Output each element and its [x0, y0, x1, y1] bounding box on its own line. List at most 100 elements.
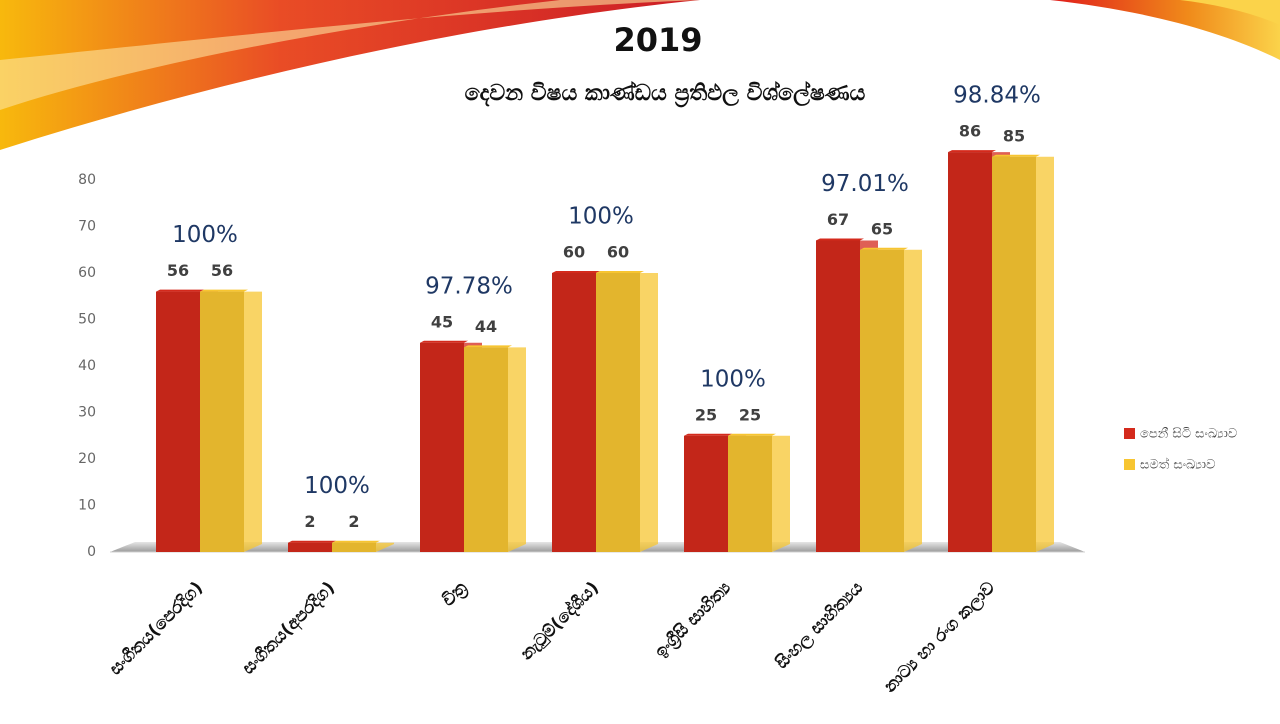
- bar: [464, 347, 508, 552]
- bar-top: [728, 433, 776, 436]
- value-label: 44: [475, 317, 497, 336]
- chart-subtitle: දෙවන විෂය කාණ්ඩය ප්‍රතිඵල විශ්ලේෂණය: [465, 80, 866, 108]
- bar: [860, 249, 904, 552]
- bar: [992, 156, 1036, 552]
- value-label: 2: [304, 512, 315, 531]
- bar-top: [200, 289, 248, 292]
- bar-shade: [552, 273, 596, 552]
- bar-group: [464, 345, 526, 552]
- y-tick-label: 70: [78, 219, 96, 235]
- bar-top: [464, 345, 512, 348]
- legend-label: පෙනී සිටි සංඛ්‍යාව: [1140, 427, 1237, 442]
- bar-top: [420, 340, 468, 343]
- value-label: 25: [739, 405, 761, 424]
- value-label: 60: [607, 243, 629, 262]
- legend-label: සමත් සංඛ්‍යාව: [1140, 456, 1215, 472]
- bar-top: [156, 289, 204, 292]
- value-label: 60: [563, 243, 585, 262]
- y-tick-label: 10: [78, 498, 96, 514]
- bar-side: [244, 291, 262, 552]
- bar: [552, 273, 596, 552]
- bar-group: [860, 247, 922, 552]
- annotation: 100%: [568, 204, 634, 230]
- y-tick-label: 40: [78, 358, 96, 374]
- value-label: 56: [167, 261, 189, 280]
- bar: [948, 152, 992, 552]
- bar: [288, 542, 332, 552]
- x-tick-label: නාට්‍ය හා රංග කලාව: [879, 578, 999, 698]
- bar-shade: [948, 152, 992, 552]
- bar-group: [992, 154, 1054, 552]
- bar-shade: [332, 542, 376, 552]
- bar-side: [1036, 156, 1054, 552]
- bar: [596, 273, 640, 552]
- bar-top: [332, 540, 380, 543]
- annotation: 100%: [304, 473, 370, 499]
- bar-shade: [596, 273, 640, 552]
- bar-top: [684, 433, 732, 436]
- bar-top: [860, 247, 908, 250]
- bar-shade: [684, 435, 728, 552]
- bar-shade: [860, 249, 904, 552]
- y-tick-label: 80: [78, 172, 96, 188]
- bar-group: [332, 540, 394, 552]
- bar-shade: [420, 342, 464, 552]
- value-label: 86: [959, 122, 981, 141]
- value-label: 45: [431, 312, 453, 331]
- bar-shade: [288, 542, 332, 552]
- bar: [420, 342, 464, 552]
- x-tick-label: සිංහල සාහිත්‍යය: [772, 578, 868, 674]
- y-tick-label: 0: [87, 544, 96, 560]
- bar: [684, 435, 728, 552]
- bar-group: [596, 271, 658, 552]
- bar-top: [992, 154, 1040, 157]
- x-tick-label: සංගීතය(පෙරදිග): [106, 578, 208, 680]
- x-tick-label: සංගීතය(අපරදිග): [239, 578, 340, 679]
- value-label: 2: [348, 512, 359, 531]
- bar-side: [508, 347, 526, 552]
- bar: [816, 240, 860, 552]
- y-tick-label: 50: [78, 312, 96, 328]
- bar-side: [904, 249, 922, 552]
- y-tick-label: 60: [78, 265, 96, 281]
- value-label: 25: [695, 405, 717, 424]
- annotation: 100%: [700, 366, 766, 392]
- bar-shade: [728, 435, 772, 552]
- chart-title: 2019: [613, 21, 702, 59]
- decoration: [0, 0, 1280, 150]
- bar-shade: [816, 240, 860, 552]
- bar-top: [948, 150, 996, 153]
- bar-group: [200, 289, 262, 552]
- legend-swatch: [1124, 428, 1135, 439]
- legend-swatch: [1124, 459, 1135, 470]
- x-tick-label: නැටුම්(දේශීය): [515, 577, 604, 666]
- bar: [200, 291, 244, 552]
- x-tick-label: චිත්‍ර: [439, 578, 472, 611]
- bar-side: [376, 542, 394, 552]
- value-label: 65: [871, 219, 893, 238]
- bar-top: [816, 238, 864, 241]
- bar-group: [420, 340, 482, 552]
- value-label: 85: [1003, 126, 1025, 145]
- bar-shade: [156, 291, 200, 552]
- bar-side: [772, 435, 790, 552]
- bar: [332, 542, 376, 552]
- bar-top: [596, 271, 644, 273]
- bar-top: [288, 540, 336, 543]
- bar: [728, 435, 772, 552]
- annotation: 97.01%: [821, 171, 909, 197]
- bar-shade: [200, 291, 244, 552]
- value-label: 67: [827, 210, 849, 229]
- bar-shade: [464, 347, 508, 552]
- bar-top: [552, 271, 600, 273]
- value-label: 56: [211, 261, 233, 280]
- x-tick-label: ඉංග්‍රීසි සාහිත්‍ය: [651, 578, 736, 663]
- bar-side: [640, 273, 658, 552]
- bar: [156, 291, 200, 552]
- annotation: 98.84%: [953, 83, 1041, 109]
- annotation: 97.78%: [425, 273, 513, 299]
- bar-group: [728, 433, 790, 552]
- y-tick-label: 30: [78, 405, 96, 421]
- bar-shade: [992, 156, 1036, 552]
